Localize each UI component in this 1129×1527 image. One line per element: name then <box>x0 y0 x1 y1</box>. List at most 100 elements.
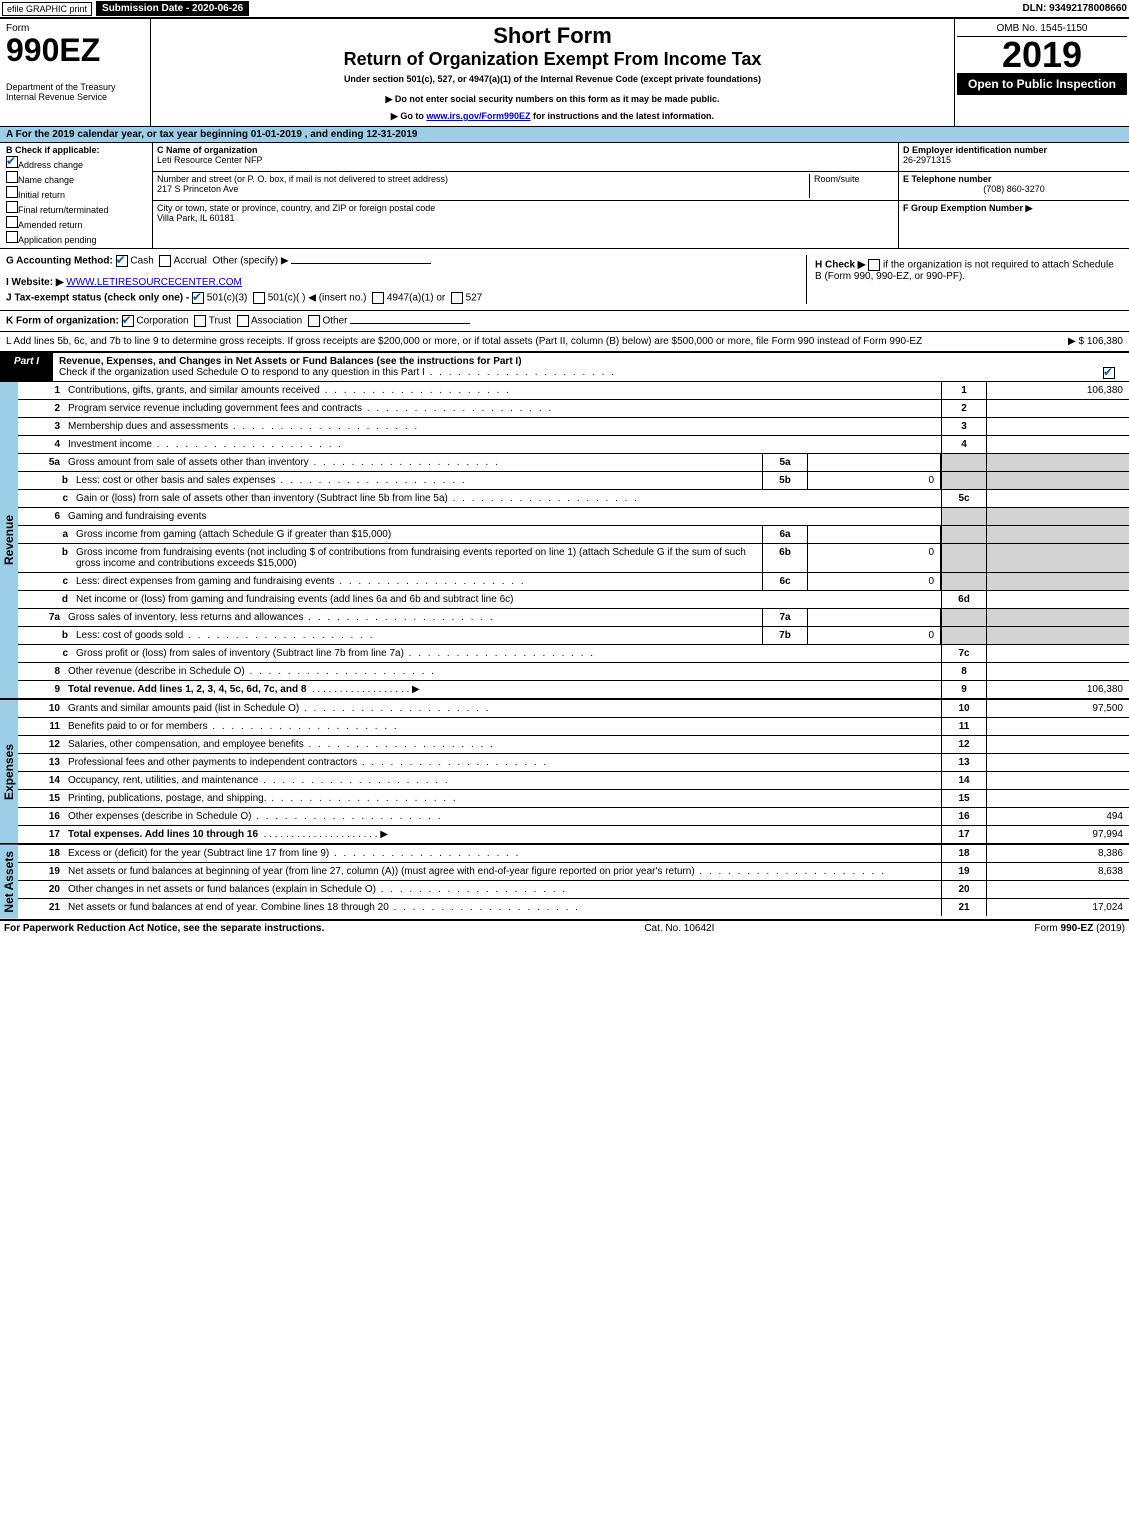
l18-rv: 8,386 <box>986 845 1129 862</box>
l7c-rv <box>986 645 1129 662</box>
l18-desc: Excess or (deficit) for the year (Subtra… <box>66 845 941 862</box>
form-header: Form 990EZ Department of the Treasury In… <box>0 17 1129 126</box>
checkbox-schedule-o[interactable] <box>1103 367 1115 379</box>
l3-rv <box>986 418 1129 435</box>
room-suite-label: Room/suite <box>814 174 894 184</box>
checkbox-4947[interactable] <box>372 292 384 304</box>
dept-treasury: Department of the Treasury <box>6 82 146 92</box>
l7a-desc: Gross sales of inventory, less returns a… <box>66 609 762 626</box>
checkbox-name-change[interactable] <box>6 171 18 183</box>
tax-year-row: A For the 2019 calendar year, or tax yea… <box>0 126 1129 142</box>
checkbox-cash[interactable] <box>116 255 128 267</box>
501c3-label: 501(c)(3) <box>207 293 248 304</box>
l2-rv <box>986 400 1129 417</box>
other-label: Other <box>322 316 347 327</box>
other-specify-field[interactable] <box>291 263 431 264</box>
l10-rv: 97,500 <box>986 700 1129 717</box>
irs-link[interactable]: www.irs.gov/Form990EZ <box>426 111 530 121</box>
irs-label: Internal Revenue Service <box>6 92 146 102</box>
l4-rv <box>986 436 1129 453</box>
l15-desc: Printing, publications, postage, and shi… <box>66 790 941 807</box>
checkbox-address-change[interactable] <box>6 156 18 168</box>
l5c-num: c <box>18 490 74 507</box>
l9-rv: 106,380 <box>986 681 1129 698</box>
l19-rv: 8,638 <box>986 863 1129 880</box>
l6d-num: d <box>18 591 74 608</box>
l19-desc: Net assets or fund balances at beginning… <box>66 863 941 880</box>
l4-rn: 4 <box>941 436 986 453</box>
l7a-rv <box>986 609 1129 626</box>
checkbox-527[interactable] <box>451 292 463 304</box>
l7b-num: b <box>18 627 74 644</box>
l5b-in: 5b <box>762 472 808 489</box>
l2-num: 2 <box>18 400 66 417</box>
h-check-label: H Check ▶ <box>815 260 865 271</box>
l7b-iv: 0 <box>808 627 941 644</box>
l6a-in: 6a <box>762 526 808 543</box>
l2-rn: 2 <box>941 400 986 417</box>
l7c-num: c <box>18 645 74 662</box>
checkbox-initial-return[interactable] <box>6 186 18 198</box>
website-link[interactable]: WWW.LETIRESOURCECENTER.COM <box>66 277 242 288</box>
f-group-label: F Group Exemption Number ▶ <box>903 203 1125 214</box>
l4-num: 4 <box>18 436 66 453</box>
l6c-in: 6c <box>762 573 808 590</box>
l12-num: 12 <box>18 736 66 753</box>
l8-rv <box>986 663 1129 680</box>
name-change-label: Name change <box>18 175 74 185</box>
l15-rn: 15 <box>941 790 986 807</box>
l13-desc: Professional fees and other payments to … <box>66 754 941 771</box>
l7a-rn <box>941 609 986 626</box>
other-org-field[interactable] <box>350 323 470 324</box>
l15-num: 15 <box>18 790 66 807</box>
line-i-row: I Website: ▶ WWW.LETIRESOURCECENTER.COM <box>6 277 806 288</box>
l11-num: 11 <box>18 718 66 735</box>
l6c-iv: 0 <box>808 573 941 590</box>
l21-rv: 17,024 <box>986 899 1129 916</box>
l7b-rv <box>986 627 1129 644</box>
checkbox-h-schedule-b[interactable] <box>868 259 880 271</box>
d-ein-label: D Employer identification number <box>903 145 1125 155</box>
l6b-rn <box>941 544 986 572</box>
efile-print-button[interactable]: efile GRAPHIC print <box>2 2 92 16</box>
checkbox-association[interactable] <box>237 315 249 327</box>
short-form-title: Short Form <box>155 23 950 49</box>
l17-num: 17 <box>18 826 66 843</box>
l10-num: 10 <box>18 700 66 717</box>
part1-title: Revenue, Expenses, and Changes in Net As… <box>59 356 522 367</box>
ssn-notice: ▶ Do not enter social security numbers o… <box>155 94 950 105</box>
l5b-rv <box>986 472 1129 489</box>
l6-num: 6 <box>18 508 66 525</box>
checkbox-app-pending[interactable] <box>6 231 18 243</box>
l14-num: 14 <box>18 772 66 789</box>
goto-notice[interactable]: ▶ Go to www.irs.gov/Form990EZ for instru… <box>155 111 950 122</box>
l7a-num: 7a <box>18 609 66 626</box>
checkbox-amended-return[interactable] <box>6 216 18 228</box>
l7c-desc: Gross profit or (loss) from sales of inv… <box>74 645 941 662</box>
form-page-label: Form 990-EZ (2019) <box>1034 923 1125 934</box>
l7b-desc: Less: cost of goods sold <box>74 627 762 644</box>
e-phone-label: E Telephone number <box>903 174 1125 184</box>
l5a-num: 5a <box>18 454 66 471</box>
checkbox-other[interactable] <box>308 315 320 327</box>
cash-label: Cash <box>130 256 153 267</box>
l19-num: 19 <box>18 863 66 880</box>
g-label: G Accounting Method: <box>6 256 113 267</box>
org-name: Leti Resource Center NFP <box>157 155 894 165</box>
checkbox-corporation[interactable] <box>122 315 134 327</box>
c-name-label: C Name of organization <box>157 145 894 155</box>
revenue-side-label: Revenue <box>0 382 18 698</box>
l5b-iv: 0 <box>808 472 941 489</box>
l11-rn: 11 <box>941 718 986 735</box>
checkbox-501c3[interactable] <box>192 292 204 304</box>
l5b-rn <box>941 472 986 489</box>
checkbox-501c[interactable] <box>253 292 265 304</box>
checkbox-final-return[interactable] <box>6 201 18 213</box>
corporation-label: Corporation <box>136 316 188 327</box>
l7b-in: 7b <box>762 627 808 644</box>
l10-desc: Grants and similar amounts paid (list in… <box>66 700 941 717</box>
l6a-iv <box>808 526 941 543</box>
checkbox-trust[interactable] <box>194 315 206 327</box>
l6a-rn <box>941 526 986 543</box>
checkbox-accrual[interactable] <box>159 255 171 267</box>
